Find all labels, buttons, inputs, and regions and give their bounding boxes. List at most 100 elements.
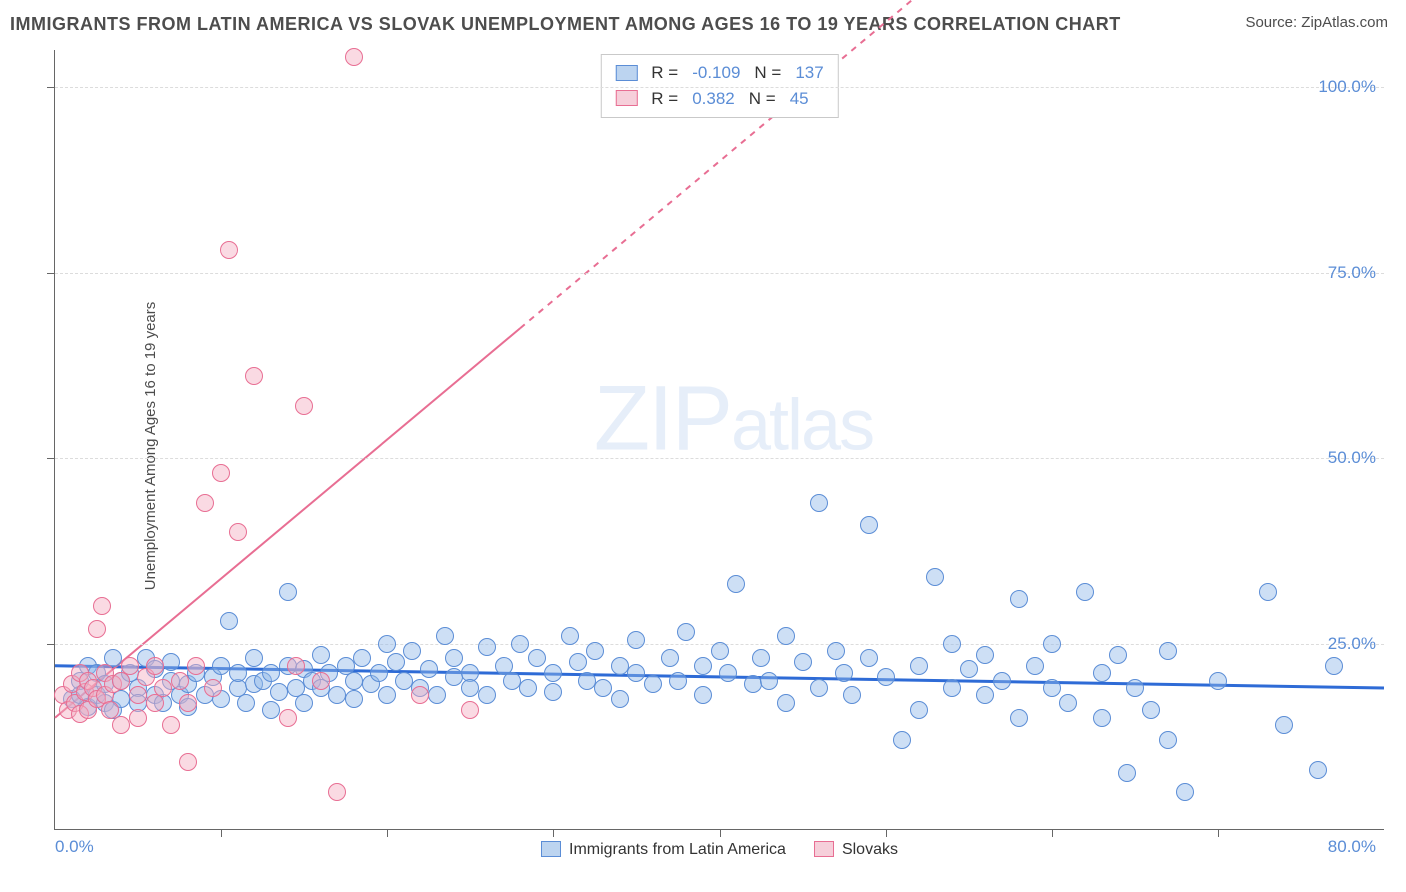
latin-point [378, 635, 396, 653]
latin-point [777, 694, 795, 712]
latin-point [436, 627, 454, 645]
latin-point [1142, 701, 1160, 719]
latin-point [544, 683, 562, 701]
y-tick-label: 25.0% [1328, 634, 1376, 654]
slovak-point [112, 716, 130, 734]
stats-n-value: 137 [795, 60, 823, 86]
latin-point [312, 646, 330, 664]
latin-point [162, 653, 180, 671]
latin-point [910, 701, 928, 719]
latin-point [445, 649, 463, 667]
y-tick-label: 75.0% [1328, 263, 1376, 283]
latin-point [212, 657, 230, 675]
y-tick-label: 100.0% [1318, 77, 1376, 97]
slovak-point [279, 709, 297, 727]
latin-point [345, 672, 363, 690]
latin-point [578, 672, 596, 690]
latin-point [262, 664, 280, 682]
stats-n-value: 45 [790, 86, 809, 112]
latin-point [860, 649, 878, 667]
latin-point [1043, 679, 1061, 697]
slovak-point [204, 679, 222, 697]
slovak-point [154, 679, 172, 697]
latin-point [1026, 657, 1044, 675]
slovak-point [162, 716, 180, 734]
latin-point [1093, 709, 1111, 727]
latin-point [1010, 590, 1028, 608]
slovak-point [312, 672, 330, 690]
slovak-point [220, 241, 238, 259]
slovak-point [411, 686, 429, 704]
legend-item: Slovaks [814, 841, 898, 859]
chart-svg [55, 50, 1384, 829]
slovak-point [129, 686, 147, 704]
latin-point [1126, 679, 1144, 697]
slovak-point [196, 494, 214, 512]
latin-point [843, 686, 861, 704]
latin-point [245, 649, 263, 667]
bottom-legend: Immigrants from Latin America Slovaks [55, 841, 1384, 859]
latin-point [611, 657, 629, 675]
slovak-point [179, 694, 197, 712]
latin-point [727, 575, 745, 593]
slovak-trendline-dashed [520, 0, 1384, 328]
slovak-point [245, 367, 263, 385]
stats-n-label: N = [754, 60, 781, 86]
latin-point [478, 638, 496, 656]
latin-point [694, 686, 712, 704]
latin-point [229, 664, 247, 682]
latin-point [445, 668, 463, 686]
latin-point [279, 583, 297, 601]
slovak-point [171, 672, 189, 690]
latin-point [345, 690, 363, 708]
y-tick-label: 50.0% [1328, 448, 1376, 468]
latin-point [835, 664, 853, 682]
latin-point [611, 690, 629, 708]
latin-point [1109, 646, 1127, 664]
y-tick [47, 87, 55, 88]
legend-item: Immigrants from Latin America [541, 841, 786, 859]
latin-point [943, 679, 961, 697]
latin-point [661, 649, 679, 667]
slovak-point [129, 709, 147, 727]
slovak-point [287, 657, 305, 675]
gridline [55, 458, 1384, 459]
latin-point [1093, 664, 1111, 682]
latin-point [943, 635, 961, 653]
latin-point [378, 686, 396, 704]
latin-point [295, 694, 313, 712]
gridline [55, 273, 1384, 274]
latin-point [503, 672, 521, 690]
latin-point [976, 646, 994, 664]
legend-swatch [814, 841, 834, 857]
latin-point [1176, 783, 1194, 801]
latin-point [403, 642, 421, 660]
x-tick [720, 829, 721, 837]
x-tick [886, 829, 887, 837]
x-tick [1052, 829, 1053, 837]
x-tick [553, 829, 554, 837]
latin-point [353, 649, 371, 667]
latin-point [627, 631, 645, 649]
latin-point [544, 664, 562, 682]
latin-point [586, 642, 604, 660]
slovak-point [295, 397, 313, 415]
latin-point [860, 516, 878, 534]
stats-row: R =0.382N =45 [615, 86, 823, 112]
chart-title: IMMIGRANTS FROM LATIN AMERICA VS SLOVAK … [10, 14, 1121, 35]
legend-label: Slovaks [842, 841, 898, 858]
gridline [55, 87, 1384, 88]
slovak-point [88, 620, 106, 638]
y-tick [47, 273, 55, 274]
latin-point [960, 660, 978, 678]
latin-point [220, 612, 238, 630]
latin-point [1275, 716, 1293, 734]
latin-point [519, 679, 537, 697]
latin-point [719, 664, 737, 682]
plot-area: ZIPatlas R =-0.109N =137R =0.382N =45 0.… [54, 50, 1384, 830]
latin-point [677, 623, 695, 641]
latin-point [810, 494, 828, 512]
slovak-point [212, 464, 230, 482]
latin-point [461, 679, 479, 697]
latin-point [1259, 583, 1277, 601]
